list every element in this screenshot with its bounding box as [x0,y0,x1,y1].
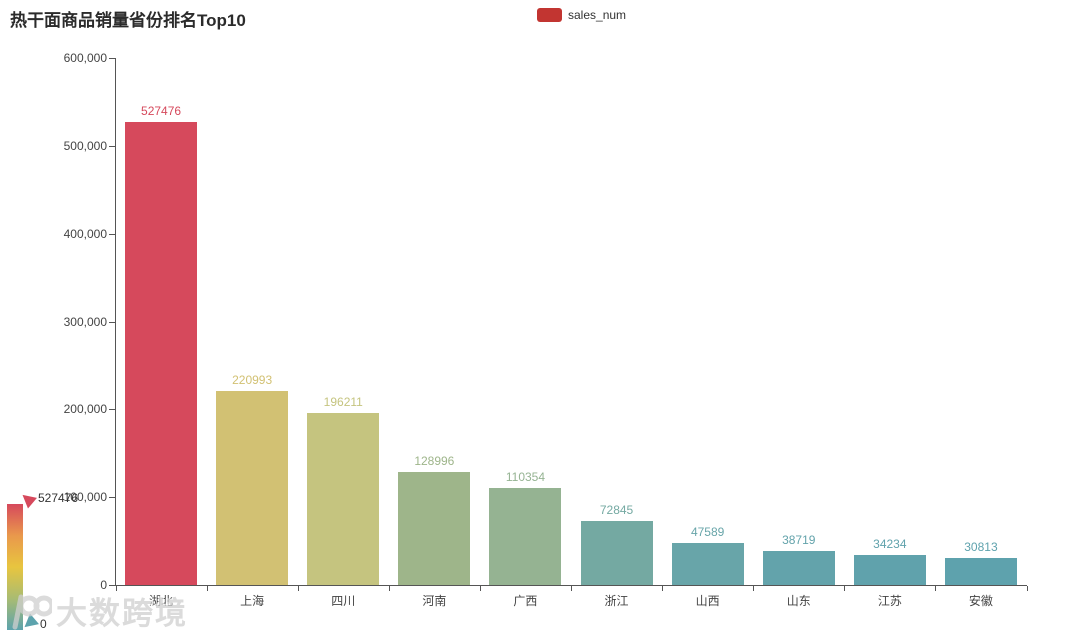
bar-value-label: 34234 [873,536,907,551]
x-axis-tick [479,586,481,591]
visualmap-min-label: 0 [40,617,47,631]
y-axis-line [115,58,116,586]
x-axis-tick [206,586,208,591]
y-axis-tick [109,233,115,235]
bar-山东[interactable] [762,550,835,585]
y-axis-label: 400,000 [63,226,107,241]
x-axis-tick [662,586,664,591]
y-axis-tick [109,585,115,586]
bar-value-label: 196211 [323,394,363,409]
legend-label: sales_num [568,8,627,22]
bar-河南[interactable] [398,471,471,585]
bar-上海[interactable] [216,390,289,585]
bar-value-label: 47589 [690,525,725,540]
x-axis-tick [1026,586,1028,591]
bar-value-label: 110354 [505,470,546,485]
x-axis-label: 湖北 [149,594,174,608]
x-axis-label: 上海 [240,594,265,608]
visualmap-gradient-bar [7,504,23,630]
x-axis-label: 广西 [513,594,538,608]
y-axis-tick [109,145,115,147]
x-axis-tick [571,586,572,591]
y-axis-label: 600,000 [63,51,107,65]
bar-value-label: 220993 [232,372,273,387]
bar-山西[interactable] [671,543,744,585]
y-axis-label: 100,000 [63,490,107,505]
bar-广西[interactable] [489,488,562,585]
x-axis-tick [297,586,299,591]
x-axis-line [110,585,1027,586]
bar-四川[interactable] [307,412,380,585]
bar-value-label: 72845 [599,503,634,518]
x-axis-tick [388,586,390,591]
y-axis-tick [109,58,115,59]
y-axis-label: 300,000 [63,314,107,329]
bar-value-label: 527476 [141,103,182,118]
y-axis-label: 0 [100,578,107,592]
legend-swatch-icon [537,8,562,22]
bar-value-label: 128996 [414,453,455,468]
x-axis-tick [753,586,755,591]
x-axis-label: 山东 [786,594,811,608]
x-axis-tick [115,586,117,591]
x-axis-label: 浙江 [604,594,629,608]
bar-浙江[interactable] [580,521,653,585]
x-axis-tick [844,586,846,591]
x-axis-label: 河南 [422,594,447,608]
x-axis-label: 山西 [695,594,720,608]
bar-安徽[interactable] [944,557,1017,585]
y-axis-tick [109,409,115,411]
y-axis-tick [109,321,115,323]
visualmap-max-label: 527476 [38,491,79,505]
x-axis-label: 四川 [331,594,356,608]
chart-title: 热干面商品销量省份排名Top10 [10,11,246,30]
bar-江苏[interactable] [853,554,926,585]
x-axis-tick [935,586,937,591]
x-axis-label: 安徽 [968,594,993,608]
y-axis-tick [109,497,115,499]
bar-value-label: 38719 [782,532,816,547]
bar-value-label: 30813 [964,539,998,554]
y-axis-label: 200,000 [63,402,107,417]
bar-湖北[interactable] [125,121,198,585]
x-axis-label: 江苏 [877,594,902,608]
y-axis-label: 500,000 [63,138,107,153]
legend-item-sales-num[interactable]: sales_num [537,8,626,22]
